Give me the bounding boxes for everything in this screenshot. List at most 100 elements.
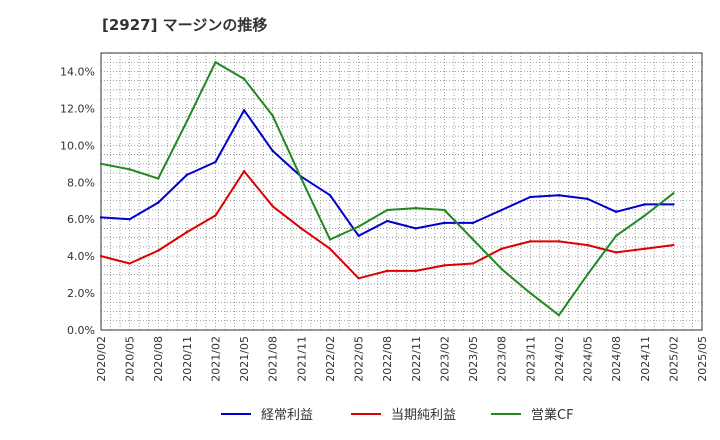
data-point bbox=[614, 234, 618, 238]
data-point bbox=[328, 193, 332, 197]
x-tick-label: 2021/11 bbox=[295, 336, 308, 382]
data-point bbox=[328, 238, 332, 241]
data-point bbox=[300, 177, 303, 180]
x-tick-label: 2020/08 bbox=[152, 336, 165, 382]
data-point bbox=[643, 247, 646, 250]
series-lines bbox=[99, 61, 675, 317]
data-point bbox=[214, 214, 217, 217]
data-point bbox=[672, 203, 675, 206]
data-point bbox=[271, 149, 274, 153]
data-point bbox=[185, 230, 189, 234]
data-point bbox=[443, 264, 446, 267]
axes: 0.0% 2.0% 4.0% 6.0% 8.0% 10.0% 12.0% 14.0% 2020/… bbox=[60, 52, 709, 382]
data-point bbox=[242, 77, 246, 81]
data-point bbox=[357, 234, 360, 238]
legend-label: 営業CF bbox=[531, 407, 574, 423]
x-tick-label: 2022/11 bbox=[410, 336, 423, 382]
data-point bbox=[271, 114, 274, 117]
y-tick-label: 12.0% bbox=[60, 102, 95, 115]
data-point bbox=[672, 192, 675, 195]
x-tick-label: 2020/11 bbox=[181, 336, 194, 382]
data-point bbox=[357, 277, 360, 280]
data-point bbox=[242, 109, 246, 112]
data-point bbox=[529, 195, 532, 199]
x-tick-label: 2023/11 bbox=[524, 336, 537, 382]
data-point bbox=[128, 168, 131, 171]
data-point bbox=[300, 227, 303, 230]
data-point bbox=[157, 201, 160, 204]
x-tick-label: 2021/05 bbox=[238, 336, 251, 382]
data-point bbox=[500, 208, 503, 212]
plot-frame bbox=[100, 52, 703, 331]
x-tick-label: 2020/02 bbox=[95, 336, 108, 382]
data-point bbox=[128, 218, 131, 221]
data-point bbox=[414, 269, 418, 273]
data-point bbox=[614, 251, 618, 254]
data-point bbox=[500, 247, 503, 250]
data-point bbox=[643, 203, 646, 206]
x-tick-label: 2025/02 bbox=[667, 336, 680, 382]
data-point bbox=[557, 314, 561, 317]
x-tick-label: 2021/02 bbox=[209, 336, 222, 382]
data-point bbox=[157, 177, 160, 180]
x-tick-label: 2022/08 bbox=[381, 336, 394, 382]
data-point bbox=[99, 216, 103, 219]
y-tick-label: 4.0% bbox=[67, 250, 95, 263]
data-point bbox=[471, 262, 475, 265]
legend-label: 当期純利益 bbox=[391, 408, 456, 423]
data-point bbox=[414, 206, 418, 210]
data-point bbox=[586, 197, 589, 201]
data-point bbox=[185, 173, 189, 177]
data-point bbox=[586, 243, 589, 247]
x-tick-label: 2020/05 bbox=[124, 336, 137, 382]
data-point bbox=[471, 221, 475, 225]
data-point bbox=[529, 240, 532, 243]
y-tick-label: 2.0% bbox=[67, 287, 95, 300]
data-point bbox=[157, 249, 160, 252]
x-tick-label: 2022/02 bbox=[324, 336, 337, 382]
data-point bbox=[128, 262, 131, 265]
data-point bbox=[328, 247, 332, 250]
data-point bbox=[471, 238, 475, 241]
grid-lines bbox=[100, 52, 703, 331]
data-point bbox=[500, 267, 503, 271]
data-point bbox=[557, 193, 561, 197]
y-tick-label: 14.0% bbox=[60, 65, 95, 78]
legend-label: 経常利益 bbox=[261, 408, 313, 423]
data-point bbox=[214, 160, 217, 164]
x-tick-label: 2022/05 bbox=[353, 336, 366, 382]
data-point bbox=[385, 269, 389, 273]
y-tick-label: 0.0% bbox=[67, 324, 95, 337]
y-tick-label: 10.0% bbox=[60, 139, 95, 152]
data-point bbox=[414, 227, 418, 230]
x-tick-label: 2024/08 bbox=[610, 336, 623, 382]
data-point bbox=[99, 254, 103, 258]
data-point bbox=[385, 208, 389, 212]
x-tick-label: 2025/05 bbox=[696, 336, 709, 382]
x-tick-label: 2024/02 bbox=[553, 336, 566, 382]
y-tick-label: 6.0% bbox=[67, 213, 95, 226]
y-tick-label: 8.0% bbox=[67, 176, 95, 189]
data-point bbox=[185, 120, 189, 123]
data-point bbox=[614, 210, 618, 214]
x-tick-label: 2024/05 bbox=[582, 336, 595, 382]
data-point bbox=[586, 273, 589, 276]
data-point bbox=[99, 162, 103, 165]
x-tick-label: 2023/08 bbox=[496, 336, 509, 382]
legend: 経常利益 当期純利益 営業CF bbox=[221, 407, 574, 423]
x-tick-label: 2024/11 bbox=[639, 336, 652, 382]
x-tick-label: 2021/08 bbox=[267, 336, 280, 382]
data-point bbox=[385, 219, 389, 223]
data-point bbox=[557, 240, 561, 243]
x-tick-label: 2023/02 bbox=[438, 336, 451, 382]
data-point bbox=[214, 61, 217, 64]
data-point bbox=[443, 221, 446, 225]
data-point bbox=[357, 225, 360, 228]
data-point bbox=[242, 169, 246, 173]
data-point bbox=[672, 243, 675, 247]
data-point bbox=[271, 205, 274, 208]
data-point bbox=[643, 214, 646, 217]
data-point bbox=[529, 291, 532, 295]
x-tick-label: 2023/05 bbox=[467, 336, 480, 382]
